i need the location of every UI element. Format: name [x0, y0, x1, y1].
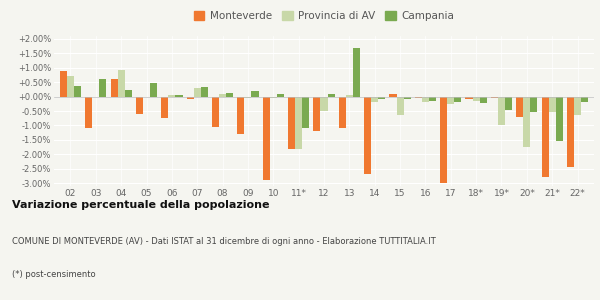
Bar — [339, 97, 346, 128]
Bar — [85, 97, 92, 128]
Bar — [498, 97, 505, 125]
Bar — [161, 97, 169, 118]
Bar — [397, 97, 404, 115]
Bar — [516, 97, 523, 117]
Bar — [556, 97, 563, 141]
Bar — [67, 76, 74, 97]
Bar — [404, 97, 411, 99]
Bar — [530, 97, 538, 112]
Bar — [251, 91, 259, 97]
Bar — [523, 97, 530, 147]
Bar — [454, 97, 461, 102]
Bar — [574, 97, 581, 115]
Bar — [212, 97, 219, 127]
Bar — [226, 93, 233, 97]
Bar — [125, 90, 132, 97]
Bar — [194, 88, 201, 97]
Bar — [277, 94, 284, 97]
Bar — [447, 97, 454, 104]
Bar — [378, 97, 385, 100]
Bar — [100, 79, 106, 97]
Text: (*) post-censimento: (*) post-censimento — [12, 270, 95, 279]
Bar — [353, 47, 360, 97]
Bar — [60, 70, 67, 97]
Bar — [295, 97, 302, 148]
Bar — [187, 97, 194, 100]
Bar — [244, 97, 251, 98]
Bar — [118, 70, 125, 97]
Bar — [201, 87, 208, 97]
Bar — [263, 97, 270, 180]
Bar — [313, 97, 320, 131]
Bar — [270, 97, 277, 98]
Bar — [110, 79, 118, 97]
Text: COMUNE DI MONTEVERDE (AV) - Dati ISTAT al 31 dicembre di ogni anno - Elaborazion: COMUNE DI MONTEVERDE (AV) - Dati ISTAT a… — [12, 237, 436, 246]
Bar — [136, 97, 143, 114]
Bar — [364, 97, 371, 175]
Legend: Monteverde, Provincia di AV, Campania: Monteverde, Provincia di AV, Campania — [191, 8, 457, 25]
Bar — [74, 85, 81, 97]
Bar — [548, 97, 556, 112]
Bar — [491, 97, 498, 98]
Bar — [302, 97, 309, 128]
Bar — [389, 94, 397, 97]
Bar — [150, 83, 157, 97]
Bar — [581, 97, 588, 102]
Bar — [346, 95, 353, 97]
Bar — [288, 97, 295, 148]
Bar — [542, 97, 548, 177]
Bar — [505, 97, 512, 110]
Bar — [320, 97, 328, 111]
Bar — [219, 94, 226, 97]
Bar — [466, 97, 473, 100]
Bar — [473, 97, 479, 101]
Bar — [175, 95, 182, 97]
Bar — [567, 97, 574, 167]
Text: Variazione percentuale della popolazione: Variazione percentuale della popolazione — [12, 200, 269, 209]
Bar — [422, 97, 429, 102]
Bar — [237, 97, 244, 134]
Bar — [440, 97, 447, 183]
Bar — [479, 97, 487, 103]
Bar — [328, 94, 335, 97]
Bar — [415, 97, 422, 98]
Bar — [169, 95, 175, 97]
Bar — [429, 97, 436, 101]
Bar — [371, 97, 378, 102]
